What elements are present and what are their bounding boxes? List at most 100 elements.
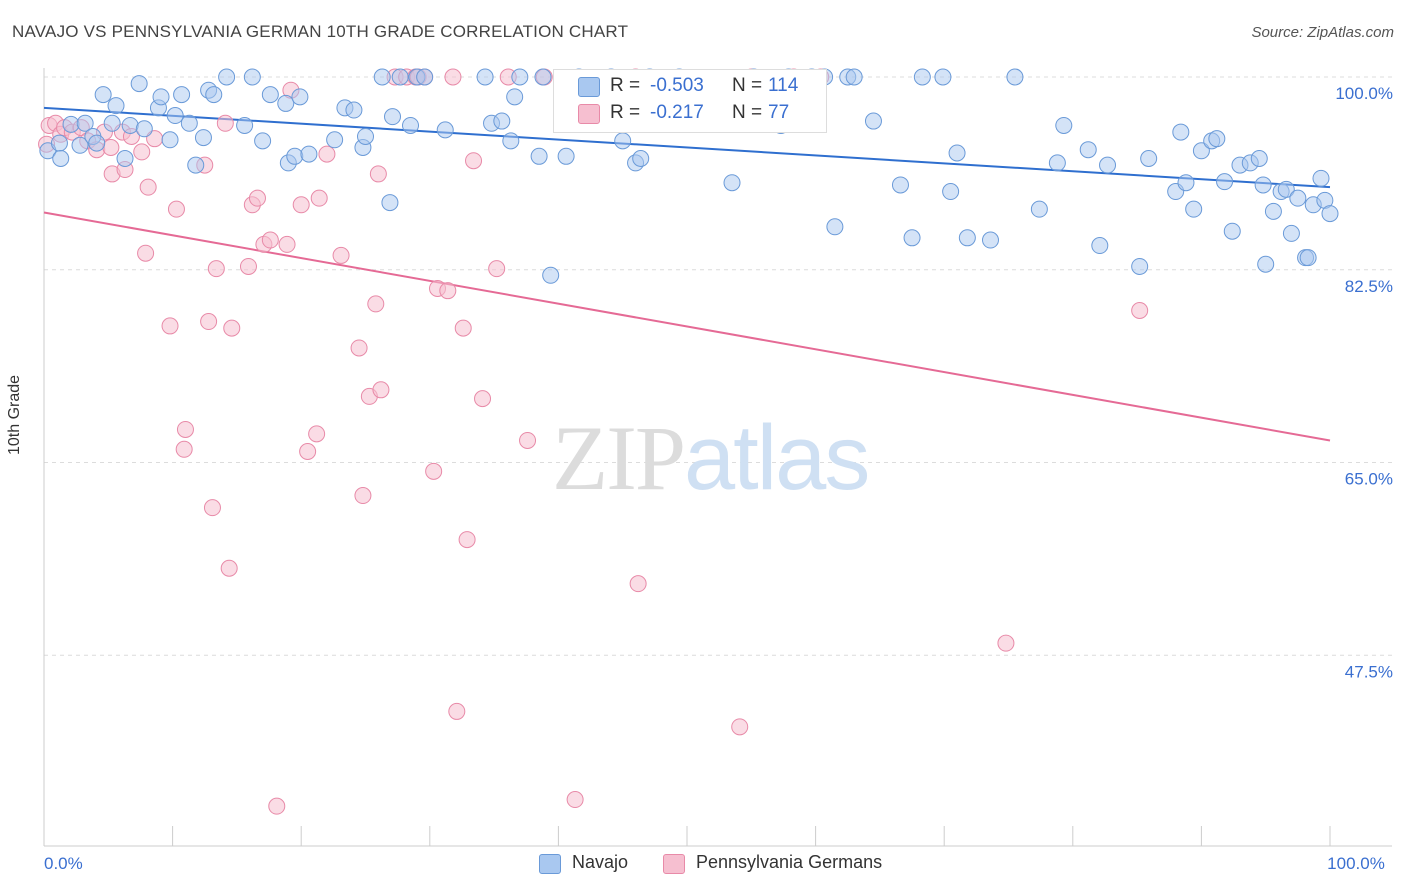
- pa-point: [102, 138, 120, 156]
- navajo-point: [261, 86, 279, 104]
- legend-r-value: -0.503: [650, 75, 704, 96]
- x-tick-label: 0.0%: [44, 854, 83, 873]
- chart-source: Source: ZipAtlas.com: [1251, 24, 1394, 41]
- legend-swatch-navajo: [578, 77, 600, 97]
- y-tick-label: 82.5%: [1345, 277, 1393, 296]
- pa-point: [448, 702, 466, 720]
- legend-n-value: 77: [768, 102, 790, 123]
- pa-point: [310, 189, 328, 207]
- navajo-point: [373, 68, 391, 86]
- navajo-point: [300, 145, 318, 163]
- tick-labels: 100.0% 82.5% 65.0% 47.5% 0.0% 100.0%: [44, 84, 1393, 873]
- navajo-point: [1079, 141, 1097, 159]
- navajo-point: [1131, 257, 1149, 275]
- legend-r-label: R =: [610, 102, 641, 123]
- navajo-point: [542, 266, 560, 284]
- pa-point: [176, 420, 194, 438]
- legend-n-label: N =: [732, 102, 763, 123]
- navajo-point: [52, 150, 70, 168]
- navajo-point: [218, 68, 236, 86]
- navajo-point: [826, 218, 844, 236]
- pa-point: [216, 114, 234, 132]
- pa-point: [439, 282, 457, 300]
- navajo-point: [632, 150, 650, 168]
- pa-point: [223, 319, 241, 337]
- navajo-trend-line: [43, 106, 1331, 189]
- navajo-point: [948, 144, 966, 162]
- navajo-point: [1250, 150, 1268, 168]
- pa-point: [350, 339, 368, 357]
- pa-point: [308, 425, 326, 443]
- navajo-point: [493, 112, 511, 130]
- pa-point: [332, 246, 350, 264]
- pa-point: [454, 319, 472, 337]
- navajo-point: [723, 174, 741, 192]
- y-axis-label: 10th Grade: [6, 374, 23, 455]
- watermark-zip: ZIP: [552, 407, 686, 509]
- navajo-point: [205, 86, 223, 104]
- pa-point: [367, 295, 385, 313]
- navajo-point: [534, 68, 552, 86]
- navajo-point: [958, 229, 976, 247]
- navajo-point: [1208, 130, 1226, 148]
- navajo-point: [152, 88, 170, 106]
- navajo-point: [286, 147, 304, 165]
- navajo-point: [416, 68, 434, 86]
- navajo-point: [934, 68, 952, 86]
- navajo-point: [1192, 142, 1210, 160]
- navajo-point: [243, 68, 261, 86]
- navajo-point: [1140, 150, 1158, 168]
- navajo-point: [903, 229, 921, 247]
- legend-n-label: N =: [732, 75, 763, 96]
- navajo-point: [502, 132, 520, 150]
- pa-point: [519, 431, 537, 449]
- navajo-point: [291, 88, 309, 106]
- legend-swatch-pa: [578, 104, 600, 124]
- navajo-point: [1223, 222, 1241, 240]
- navajo-point: [1006, 68, 1024, 86]
- navajo-point: [506, 88, 524, 106]
- axes: [43, 68, 1392, 847]
- navajo-point: [254, 132, 272, 150]
- navajo-point: [436, 121, 454, 139]
- pa-point: [248, 189, 266, 207]
- navajo-point: [116, 150, 134, 168]
- navajo-point: [71, 136, 89, 154]
- watermark: ZIPatlas: [552, 405, 870, 511]
- navajo-point: [891, 176, 909, 194]
- navajo-point: [1282, 224, 1300, 242]
- y-tick-label: 100.0%: [1335, 84, 1393, 103]
- pa-point: [139, 178, 157, 196]
- pa-point: [369, 165, 387, 183]
- navajo-point: [103, 114, 121, 132]
- navajo-point: [1277, 180, 1295, 198]
- pa-point: [175, 440, 193, 458]
- pa-point: [1131, 302, 1149, 320]
- watermark-atlas: atlas: [684, 407, 870, 509]
- pa-point: [299, 442, 317, 460]
- legend-r-label: R =: [610, 75, 641, 96]
- pa-point: [203, 499, 221, 517]
- pa-point: [261, 231, 279, 249]
- navajo-point: [161, 131, 179, 149]
- bottom-swatch-navajo: [539, 854, 561, 874]
- pa-point: [444, 68, 462, 86]
- pa-point: [161, 317, 179, 335]
- navajo-point: [942, 183, 960, 201]
- pa-point: [200, 313, 218, 331]
- pa-point: [425, 462, 443, 480]
- navajo-point: [1257, 255, 1275, 273]
- navajo-point: [94, 86, 112, 104]
- pa-point: [629, 575, 647, 593]
- navajo-point: [88, 134, 106, 152]
- navajo-point: [1264, 202, 1282, 220]
- pa-point: [566, 791, 584, 809]
- navajo-point: [1299, 249, 1317, 267]
- navajo-point: [476, 68, 494, 86]
- navajo-point: [194, 129, 212, 147]
- pa-point: [731, 718, 749, 736]
- navajo-point: [1312, 169, 1330, 187]
- pa-point: [372, 381, 390, 399]
- navajo-point: [913, 68, 931, 86]
- navajo-point: [107, 97, 125, 115]
